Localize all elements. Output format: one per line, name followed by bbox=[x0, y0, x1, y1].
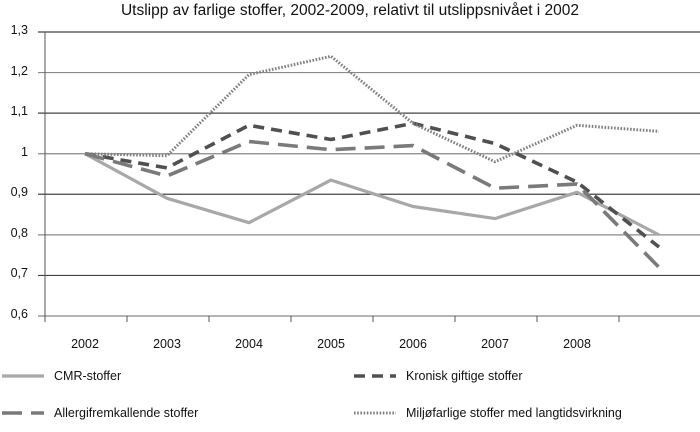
x-tick-label: 2004 bbox=[235, 337, 263, 351]
x-tick-label: 2007 bbox=[481, 337, 509, 351]
legend-label: CMR-stoffer bbox=[54, 369, 122, 383]
y-tick-label: 0,8 bbox=[10, 225, 28, 240]
legend-swatch-icon bbox=[354, 411, 396, 415]
x-tick-label: 2003 bbox=[153, 337, 181, 351]
chart-title: Utslipp av farlige stoffer, 2002-2009, r… bbox=[120, 2, 580, 19]
legend-item: Miljøfarlige stoffer med langtidsvirknin… bbox=[352, 405, 622, 421]
y-tick-label: 1,2 bbox=[10, 63, 28, 78]
x-tick-label: 2006 bbox=[399, 337, 427, 351]
series-line bbox=[84, 139, 661, 269]
y-tick-label: 1,3 bbox=[10, 23, 28, 37]
y-tick-label: 0,9 bbox=[10, 185, 28, 200]
legend-swatch-icon bbox=[2, 411, 44, 415]
legend-swatch-icon bbox=[354, 374, 396, 378]
legend-item: Kronisk giftige stoffer bbox=[352, 368, 523, 384]
series-line bbox=[84, 54, 660, 164]
legend-item: CMR-stoffer bbox=[0, 368, 121, 384]
y-tick-label: 1,1 bbox=[10, 104, 28, 119]
x-tick-label: 2005 bbox=[317, 337, 345, 351]
legend-label: Kronisk giftige stoffer bbox=[406, 369, 523, 383]
y-tick-label: 0,7 bbox=[10, 266, 28, 281]
x-tick-label: 2002 bbox=[71, 337, 99, 351]
series-line bbox=[84, 121, 661, 249]
legend-item: Allergifremkallende stoffer bbox=[0, 405, 198, 421]
x-tick-label: 2008 bbox=[563, 337, 591, 351]
legend-swatch-icon bbox=[2, 374, 44, 378]
legend-label: Allergifremkallende stoffer bbox=[54, 406, 199, 420]
legend-label: Miljøfarlige stoffer med langtidsvirknin… bbox=[406, 406, 622, 420]
series-line bbox=[84, 152, 660, 237]
y-tick-label: 1 bbox=[21, 144, 28, 159]
y-tick-label: 0,6 bbox=[10, 307, 28, 321]
